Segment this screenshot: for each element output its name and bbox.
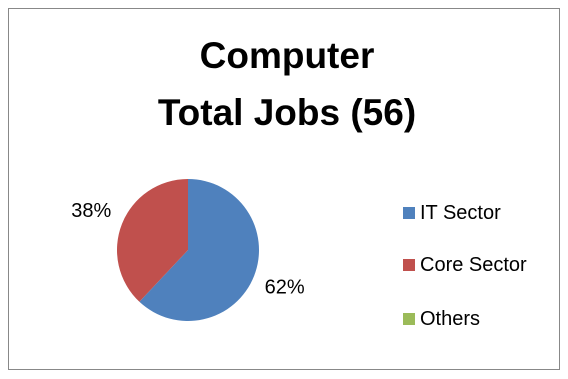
legend-item: Others <box>403 306 530 332</box>
pie-slice <box>117 179 188 302</box>
chart-title: Computer <box>200 35 375 76</box>
legend-label: Core Sector <box>420 254 527 276</box>
legend-swatch <box>403 259 415 271</box>
legend-item: Core Sector <box>403 252 530 278</box>
legend-item: IT Sector <box>403 200 530 226</box>
legend-label: Others <box>420 308 481 330</box>
legend-swatch <box>403 313 415 325</box>
data-label: 62% <box>265 277 305 299</box>
chart-title: Total Jobs (56) <box>158 92 416 133</box>
legend-label: IT Sector <box>420 202 501 224</box>
legend-swatch <box>403 207 415 219</box>
pie-slice <box>139 179 259 321</box>
data-label: 38% <box>71 200 111 222</box>
chart-border <box>8 8 560 370</box>
